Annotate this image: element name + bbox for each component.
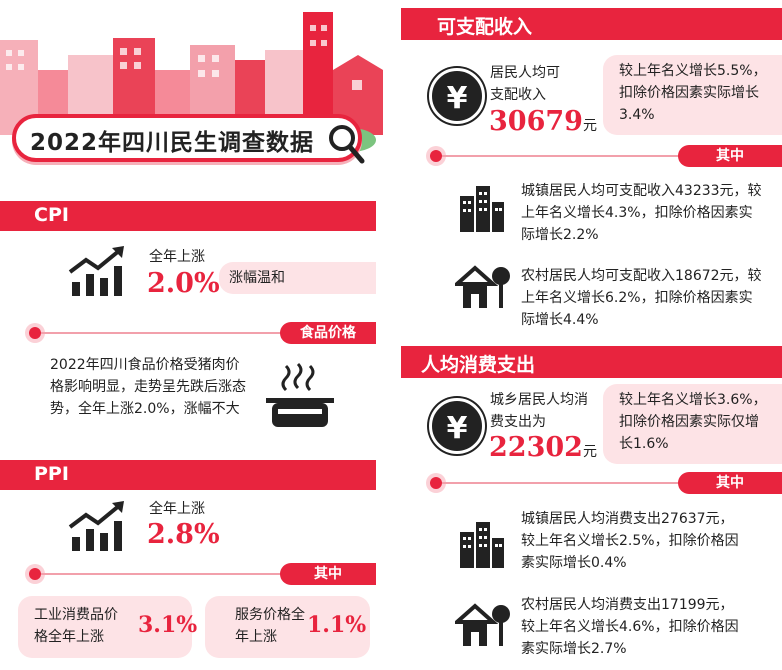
cpi-label: 全年上涨 xyxy=(149,249,205,265)
food-divider-line xyxy=(41,332,281,334)
consume-rural-text: 农村居民人均消费支出17199元，较上年名义增长4.6%，扣除价格因素实际增长2… xyxy=(521,597,739,657)
ppi-item-industrial: 工业消费品价格全年上涨 3.1% xyxy=(18,596,197,658)
city-buildings-icon xyxy=(460,186,504,232)
ppi-item-service-label: 服务价格全年上涨 xyxy=(235,607,305,645)
consume-section-header: 人均消费支出 xyxy=(401,346,782,378)
food-price-tag: 食品价格 xyxy=(280,322,376,344)
income-value-row: 30679元 xyxy=(489,106,597,137)
ppi-label: 全年上涨 xyxy=(149,501,205,517)
cpi-note-box: 涨幅温和 xyxy=(219,262,376,294)
cpi-section-header: CPI xyxy=(0,201,376,231)
house-tree-icon xyxy=(455,265,510,308)
ppi-item-industrial-value: 3.1% xyxy=(138,612,198,638)
city-buildings-icon xyxy=(460,522,504,568)
food-divider-dot xyxy=(29,327,41,339)
consume-note-box: 较上年名义增长3.6%，扣除价格因素实际仅增长1.6% xyxy=(603,384,782,464)
ppi-divider-dot xyxy=(29,568,41,580)
income-label: 居民人均可支配收入 xyxy=(490,65,560,103)
cpi-section-title: CPI xyxy=(34,204,69,226)
income-urban-text: 城镇居民人均可支配收入43233元，较上年名义增长4.3%，扣除价格因素实际增长… xyxy=(521,183,762,243)
title-banner: 2022年四川民生调查数据 xyxy=(12,114,365,164)
income-section-header: 可支配收入 xyxy=(401,8,782,40)
ppi-item-service: 服务价格全年上涨 1.1% xyxy=(205,596,370,658)
magnifier-icon xyxy=(329,125,365,164)
income-section-title: 可支配收入 xyxy=(437,16,533,38)
ppi-sub-tag: 其中 xyxy=(280,563,376,585)
ppi-item-industrial-label: 工业消费品价格全年上涨 xyxy=(34,607,118,645)
house-tree-icon xyxy=(455,603,510,646)
consume-value: 22302 xyxy=(489,432,583,463)
consume-sub-tag: 其中 xyxy=(678,472,782,494)
food-price-text: 2022年四川食品价格受猪肉价格影响明显，走势呈先跌后涨态势，全年上涨2.0%，… xyxy=(50,357,246,417)
cpi-note: 涨幅温和 xyxy=(229,270,285,286)
page-title: 2022年四川民生调查数据 xyxy=(30,130,315,156)
consume-urban-text: 城镇居民人均消费支出27637元，较上年名义增长2.5%，扣除价格因素实际增长0… xyxy=(521,511,739,571)
income-sub-tag: 其中 xyxy=(678,145,782,167)
income-rural-text: 农村居民人均可支配收入18672元，较上年名义增长6.2%，扣除价格因素实际增长… xyxy=(521,268,762,328)
consume-note: 较上年名义增长3.6%，扣除价格因素实际仅增长1.6% xyxy=(619,392,767,452)
income-note-box: 较上年名义增长5.5%，扣除价格因素实际增长3.4% xyxy=(603,55,782,135)
consume-value-row: 22302元 xyxy=(489,432,597,463)
consume-label: 城乡居民人均消费支出为 xyxy=(490,392,588,430)
income-unit: 元 xyxy=(582,118,597,134)
ppi-divider-line xyxy=(41,573,281,575)
consume-section-title: 人均消费支出 xyxy=(421,354,536,376)
yuan-coin-icon: ¥ xyxy=(429,398,485,454)
trend-chart-icon xyxy=(68,501,124,551)
income-note: 较上年名义增长5.5%，扣除价格因素实际增长3.4% xyxy=(619,63,767,123)
consume-divider-line xyxy=(442,482,682,484)
trend-chart-icon xyxy=(68,246,124,296)
ppi-section-title: PPI xyxy=(34,463,69,485)
income-divider-dot xyxy=(430,150,442,162)
ppi-value: 2.8% xyxy=(147,519,220,550)
consume-unit: 元 xyxy=(582,444,597,460)
income-divider-line xyxy=(442,155,682,157)
yuan-coin-icon: ¥ xyxy=(429,68,485,124)
cpi-value: 2.0% xyxy=(147,268,220,299)
income-value: 30679 xyxy=(489,106,583,137)
pot-icon xyxy=(266,362,334,427)
consume-divider-dot xyxy=(430,477,442,489)
ppi-item-service-value: 1.1% xyxy=(307,612,367,638)
ppi-section-header: PPI xyxy=(0,460,376,490)
